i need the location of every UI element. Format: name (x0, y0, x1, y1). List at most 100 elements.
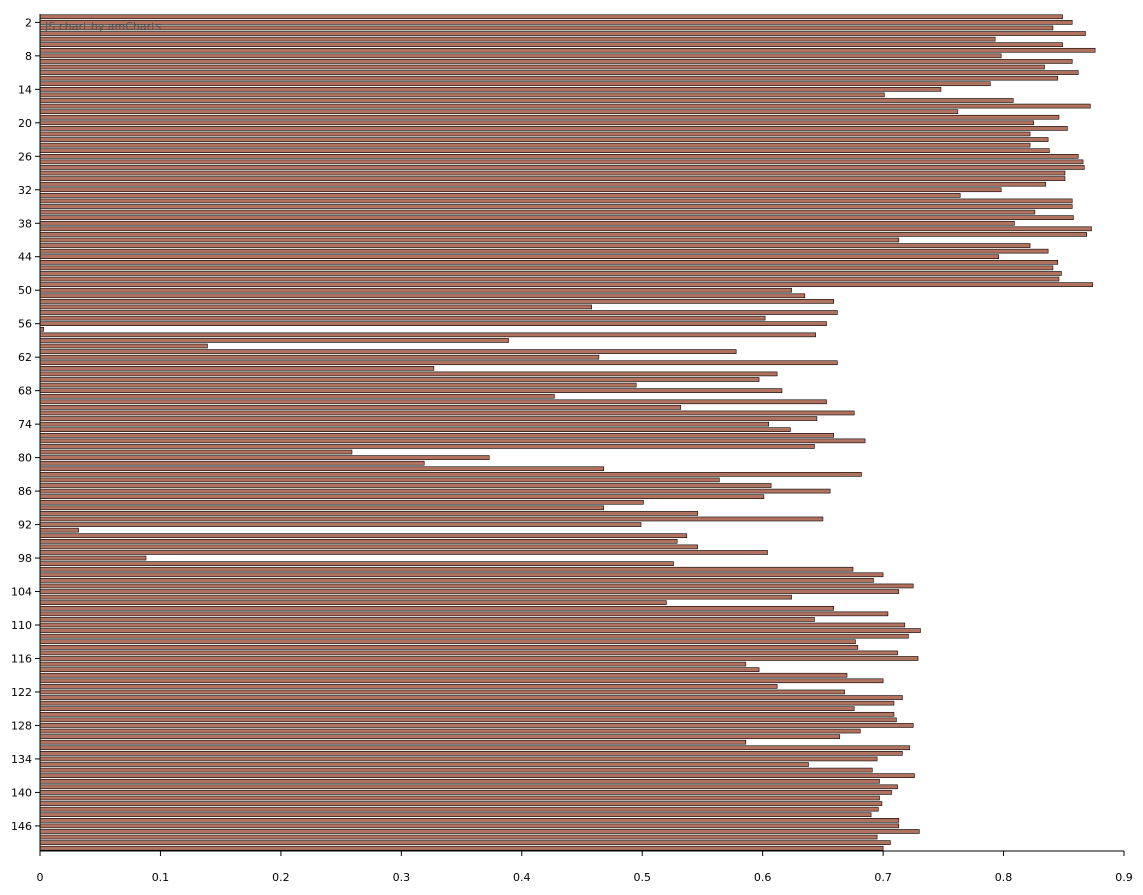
bar-66[interactable] (39, 377, 760, 382)
bar-128[interactable] (39, 723, 914, 728)
bar-47[interactable] (39, 271, 1062, 276)
bar-59[interactable] (39, 338, 509, 343)
bar-8[interactable] (39, 53, 1002, 59)
bar-122[interactable] (39, 689, 845, 695)
bar-97[interactable] (39, 550, 768, 555)
bar-140[interactable] (39, 790, 892, 795)
bar-23[interactable] (39, 137, 1049, 142)
bar-77[interactable] (39, 438, 866, 444)
bar-33[interactable] (39, 193, 961, 198)
bar-56[interactable] (39, 321, 827, 326)
bar-52[interactable] (39, 299, 835, 304)
bar-55[interactable] (39, 315, 766, 321)
bar-99[interactable] (39, 561, 674, 566)
bar-115[interactable] (39, 650, 898, 656)
bar-6[interactable] (39, 42, 1063, 47)
bar-7[interactable] (39, 47, 1096, 53)
bar-82[interactable] (39, 466, 604, 472)
bar-139[interactable] (39, 784, 898, 790)
bar-36[interactable] (39, 209, 1036, 215)
bar-87[interactable] (39, 494, 765, 499)
bar-135[interactable] (39, 762, 809, 767)
bar-65[interactable] (39, 371, 778, 377)
bar-57[interactable] (39, 326, 44, 332)
bar-72[interactable] (39, 410, 855, 416)
bar-3[interactable] (39, 25, 1054, 31)
bar-4[interactable] (39, 31, 1086, 36)
bar-102[interactable] (39, 578, 874, 583)
bar-116[interactable] (39, 656, 919, 661)
bar-95[interactable] (39, 539, 678, 544)
bar-123[interactable] (39, 695, 903, 700)
bar-34[interactable] (39, 198, 1073, 204)
bar-11[interactable] (39, 70, 1079, 75)
bar-63[interactable] (39, 360, 838, 366)
bar-10[interactable] (39, 64, 1045, 70)
bar-62[interactable] (39, 354, 600, 360)
bar-43[interactable] (39, 248, 1049, 254)
bar-131[interactable] (39, 739, 747, 745)
bar-142[interactable] (39, 801, 883, 806)
bar-141[interactable] (39, 795, 880, 801)
bar-9[interactable] (39, 59, 1073, 64)
bar-58[interactable] (39, 332, 816, 338)
bar-17[interactable] (39, 103, 1091, 109)
bar-138[interactable] (39, 778, 880, 784)
bar-79[interactable] (39, 449, 353, 455)
bar-101[interactable] (39, 572, 884, 578)
bar-85[interactable] (39, 483, 772, 488)
bar-22[interactable] (39, 131, 1031, 137)
bar-113[interactable] (39, 639, 856, 645)
bar-126[interactable] (39, 711, 895, 717)
bar-124[interactable] (39, 700, 895, 706)
bar-44[interactable] (39, 254, 1000, 260)
bar-38[interactable] (39, 220, 1015, 226)
bar-143[interactable] (39, 806, 879, 812)
bar-137[interactable] (39, 773, 915, 778)
bar-148[interactable] (39, 834, 878, 840)
bar-110[interactable] (39, 622, 906, 628)
chart-credit-link[interactable]: JS chart by amCharts (45, 20, 162, 33)
bar-64[interactable] (39, 366, 435, 371)
bar-88[interactable] (39, 499, 644, 505)
bar-25[interactable] (39, 148, 1050, 154)
bar-24[interactable] (39, 142, 1031, 148)
bar-27[interactable] (39, 159, 1084, 165)
bar-31[interactable] (39, 181, 1047, 187)
bar-19[interactable] (39, 114, 1060, 120)
bar-92[interactable] (39, 522, 642, 527)
bar-130[interactable] (39, 734, 841, 739)
bar-96[interactable] (39, 544, 698, 550)
bar-104[interactable] (39, 589, 900, 594)
bar-129[interactable] (39, 728, 861, 734)
bar-61[interactable] (39, 349, 737, 354)
bar-133[interactable] (39, 751, 903, 756)
bar-16[interactable] (39, 98, 1014, 103)
bar-18[interactable] (39, 109, 959, 114)
bar-86[interactable] (39, 488, 831, 494)
bar-134[interactable] (39, 756, 878, 762)
bar-40[interactable] (39, 232, 1087, 237)
bar-94[interactable] (39, 533, 688, 539)
bar-70[interactable] (39, 399, 827, 405)
bar-49[interactable] (39, 282, 1093, 287)
bar-145[interactable] (39, 818, 900, 823)
bar-103[interactable] (39, 583, 914, 589)
bar-80[interactable] (39, 455, 490, 460)
bar-69[interactable] (39, 393, 555, 399)
bar-74[interactable] (39, 421, 769, 427)
bar-118[interactable] (39, 667, 760, 672)
bar-100[interactable] (39, 566, 854, 572)
bar-71[interactable] (39, 405, 682, 410)
bar-5[interactable] (39, 36, 996, 42)
bar-45[interactable] (39, 260, 1059, 265)
bar-125[interactable] (39, 706, 855, 712)
bar-20[interactable] (39, 120, 1034, 126)
bar-13[interactable] (39, 81, 991, 87)
bar-51[interactable] (39, 293, 806, 299)
bar-119[interactable] (39, 672, 848, 678)
bar-67[interactable] (39, 382, 637, 388)
bar-30[interactable] (39, 176, 1066, 181)
bar-76[interactable] (39, 432, 835, 438)
bar-90[interactable] (39, 511, 698, 516)
